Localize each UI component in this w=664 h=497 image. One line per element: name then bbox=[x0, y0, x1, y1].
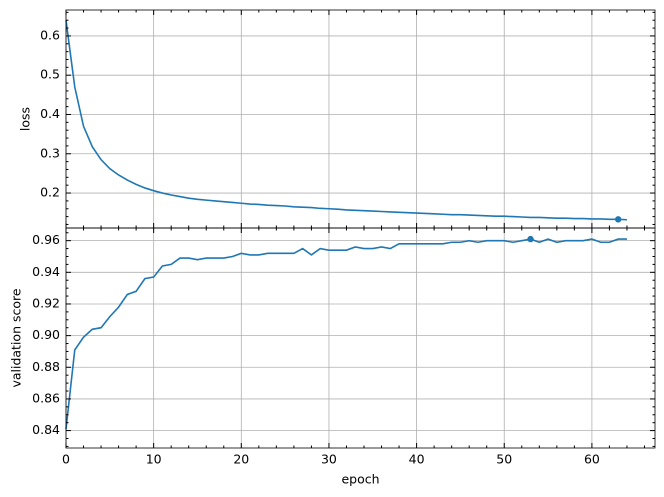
x-tick-label: 50 bbox=[496, 452, 512, 467]
y-axis-label: validation score bbox=[9, 288, 24, 387]
y-tick-label: 0.96 bbox=[32, 232, 60, 247]
data-line bbox=[65, 238, 627, 430]
x-tick-label: 0 bbox=[62, 452, 70, 467]
y-axis-label: loss bbox=[18, 107, 33, 131]
y-tick-label: 0.92 bbox=[32, 295, 60, 310]
highlight-marker bbox=[614, 216, 622, 223]
x-axis-label: epoch bbox=[341, 472, 379, 487]
y-tick-label: 0.4 bbox=[40, 106, 60, 121]
y-tick-label: 0.6 bbox=[40, 27, 60, 42]
y-tick-label: 0.5 bbox=[40, 67, 60, 82]
y-tick-label: 0.86 bbox=[32, 390, 60, 405]
x-tick-label: 20 bbox=[233, 452, 249, 467]
y-tick-label: 0.94 bbox=[32, 264, 60, 279]
y-tick-label: 0.3 bbox=[40, 145, 60, 160]
y-tick-label: 0.2 bbox=[40, 185, 60, 200]
highlight-marker bbox=[527, 235, 534, 243]
axes-frame bbox=[65, 227, 656, 449]
x-tick-label: 10 bbox=[146, 452, 162, 467]
y-tick-label: 0.84 bbox=[32, 422, 60, 437]
y-tick-label: 0.90 bbox=[32, 327, 60, 342]
x-tick-label: 60 bbox=[584, 452, 600, 467]
data-line bbox=[65, 20, 627, 221]
y-tick-label: 0.88 bbox=[32, 359, 60, 374]
x-tick-label: 40 bbox=[409, 452, 425, 467]
x-tick-label: 30 bbox=[321, 452, 337, 467]
axes-frame bbox=[65, 9, 656, 229]
